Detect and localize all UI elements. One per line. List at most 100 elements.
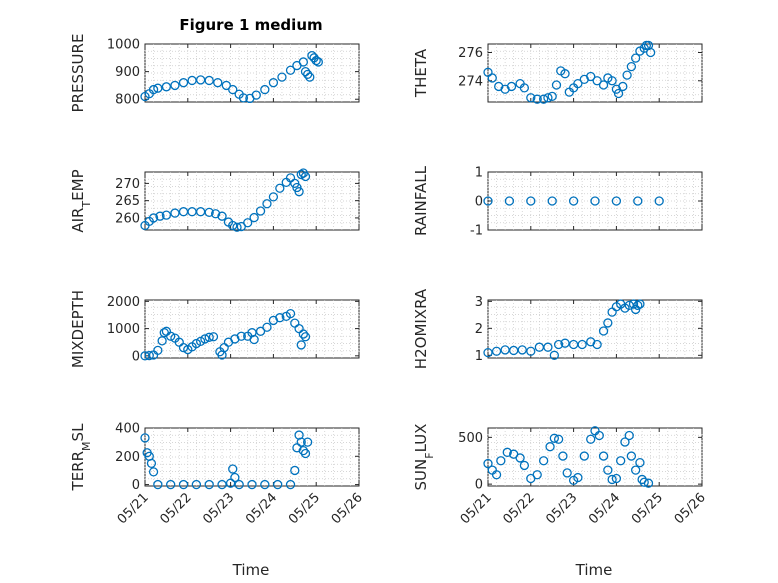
data-point-terr-msl (228, 464, 238, 474)
data-point-h2omixra (633, 300, 643, 311)
data-point-mixdepth (285, 308, 296, 319)
data-point-mixdepth (157, 336, 167, 346)
data-point-mixdepth (208, 332, 219, 342)
data-point-terr-msl (260, 479, 270, 490)
data-point-mixdepth (144, 350, 154, 361)
data-point-terr-msl (296, 437, 306, 447)
data-point-h2omixra (526, 346, 536, 356)
data-point-sun-flux (643, 478, 654, 488)
data-point-pressure (268, 78, 279, 88)
y-tick-label-sun-flux: 0 (475, 478, 483, 493)
data-point-air-temp (228, 220, 238, 231)
data-point-pressure (277, 72, 287, 82)
data-point-air-temp (275, 183, 285, 193)
data-point-pressure (178, 78, 189, 88)
data-point-air-temp (255, 206, 266, 216)
data-point-mixdepth (247, 328, 257, 338)
data-point-theta (645, 47, 656, 58)
data-point-rainfall (633, 196, 643, 206)
data-point-rainfall (526, 196, 536, 206)
data-point-pressure (213, 78, 223, 88)
x-tick-label-sun-flux: 05/26 (672, 490, 709, 527)
data-point-mixdepth (204, 332, 214, 342)
y-tick-label-pressure: 800 (115, 93, 140, 108)
y-axis-label-pressure: PRESSURE (69, 34, 87, 113)
y-axis-label-air-temp: AIRTEMP (69, 169, 93, 232)
data-point-theta (551, 80, 562, 90)
data-point-rainfall (504, 196, 515, 206)
data-point-terr-msl (234, 479, 244, 490)
data-point-air-temp (155, 211, 165, 221)
data-point-pressure (302, 69, 313, 80)
y-tick-label-terr-msl: 0 (132, 478, 140, 493)
data-point-h2omixra (635, 299, 645, 309)
data-point-sun-flux (502, 447, 512, 457)
data-point-sun-flux (483, 458, 493, 469)
y-tick-label-mixdepth: 2000 (107, 295, 140, 310)
data-point-pressure (311, 55, 321, 66)
data-point-theta (622, 70, 632, 80)
y-tick-label-h2omixra: 1 (475, 349, 483, 364)
data-point-h2omixra (517, 345, 527, 355)
y-tick-label-sun-flux: 500 (458, 431, 483, 446)
data-point-air-temp (170, 208, 180, 218)
y-tick-label-rainfall: 1 (475, 166, 483, 181)
data-point-air-temp (268, 192, 279, 202)
y-tick-label-rainfall: 0 (475, 195, 483, 210)
data-point-theta (626, 61, 637, 72)
data-point-sun-flux (607, 474, 617, 485)
data-point-sun-flux (549, 433, 559, 443)
data-point-air-temp (296, 169, 306, 180)
x-tick-label-terr-msl: 05/22 (158, 490, 195, 527)
data-point-terr-msl (178, 479, 189, 490)
data-point-theta (618, 81, 628, 92)
data-point-air-temp (294, 187, 304, 197)
data-point-sun-flux (573, 472, 583, 483)
data-point-air-temp (232, 222, 242, 232)
data-point-terr-msl (191, 479, 202, 490)
data-point-terr-msl (140, 433, 150, 443)
x-axis-label-right: Time (575, 561, 613, 579)
y-axis-label-sun-flux: SUNFLUX (412, 424, 436, 491)
data-point-pressure (305, 72, 315, 82)
data-point-terr-msl (153, 479, 163, 490)
subplot-theta: 274 276 THETA (412, 40, 703, 104)
data-point-sun-flux (579, 451, 589, 461)
x-tick-label-terr-msl: 05/25 (286, 490, 323, 527)
data-point-theta (532, 94, 542, 104)
data-point-terr-msl (285, 479, 296, 490)
data-point-sun-flux (639, 477, 649, 487)
data-point-air-temp (249, 212, 259, 223)
data-point-rainfall (547, 196, 557, 206)
data-point-terr-msl (273, 479, 283, 490)
data-point-pressure (204, 75, 214, 86)
data-point-theta (560, 69, 570, 79)
data-point-theta (538, 94, 549, 104)
data-point-air-temp (161, 210, 172, 220)
data-point-theta (526, 93, 536, 103)
data-point-mixdepth (255, 326, 266, 336)
data-point-sun-flux (635, 457, 645, 468)
x-tick-label-sun-flux: 05/22 (501, 490, 538, 527)
data-point-pressure (298, 57, 309, 67)
y-tick-label-air-temp: 265 (115, 194, 140, 209)
data-point-pressure (170, 80, 180, 91)
data-point-h2omixra (543, 342, 553, 352)
data-point-mixdepth (296, 340, 306, 350)
data-point-air-temp (148, 213, 159, 223)
data-point-pressure (153, 83, 163, 93)
data-point-h2omixra (483, 347, 493, 358)
data-point-pressure (260, 84, 270, 95)
data-point-sun-flux (620, 437, 630, 447)
data-point-air-temp (243, 218, 253, 228)
data-point-h2omixra (628, 299, 639, 309)
data-point-h2omixra (549, 350, 559, 360)
data-point-sun-flux (603, 465, 613, 475)
data-point-rainfall (590, 196, 600, 206)
data-point-theta (631, 53, 641, 63)
data-point-mixdepth (200, 334, 210, 344)
data-point-sun-flux (586, 434, 596, 444)
y-tick-label-pressure: 1000 (107, 38, 140, 53)
data-point-h2omixra (592, 339, 602, 350)
data-point-air-temp (262, 199, 272, 209)
